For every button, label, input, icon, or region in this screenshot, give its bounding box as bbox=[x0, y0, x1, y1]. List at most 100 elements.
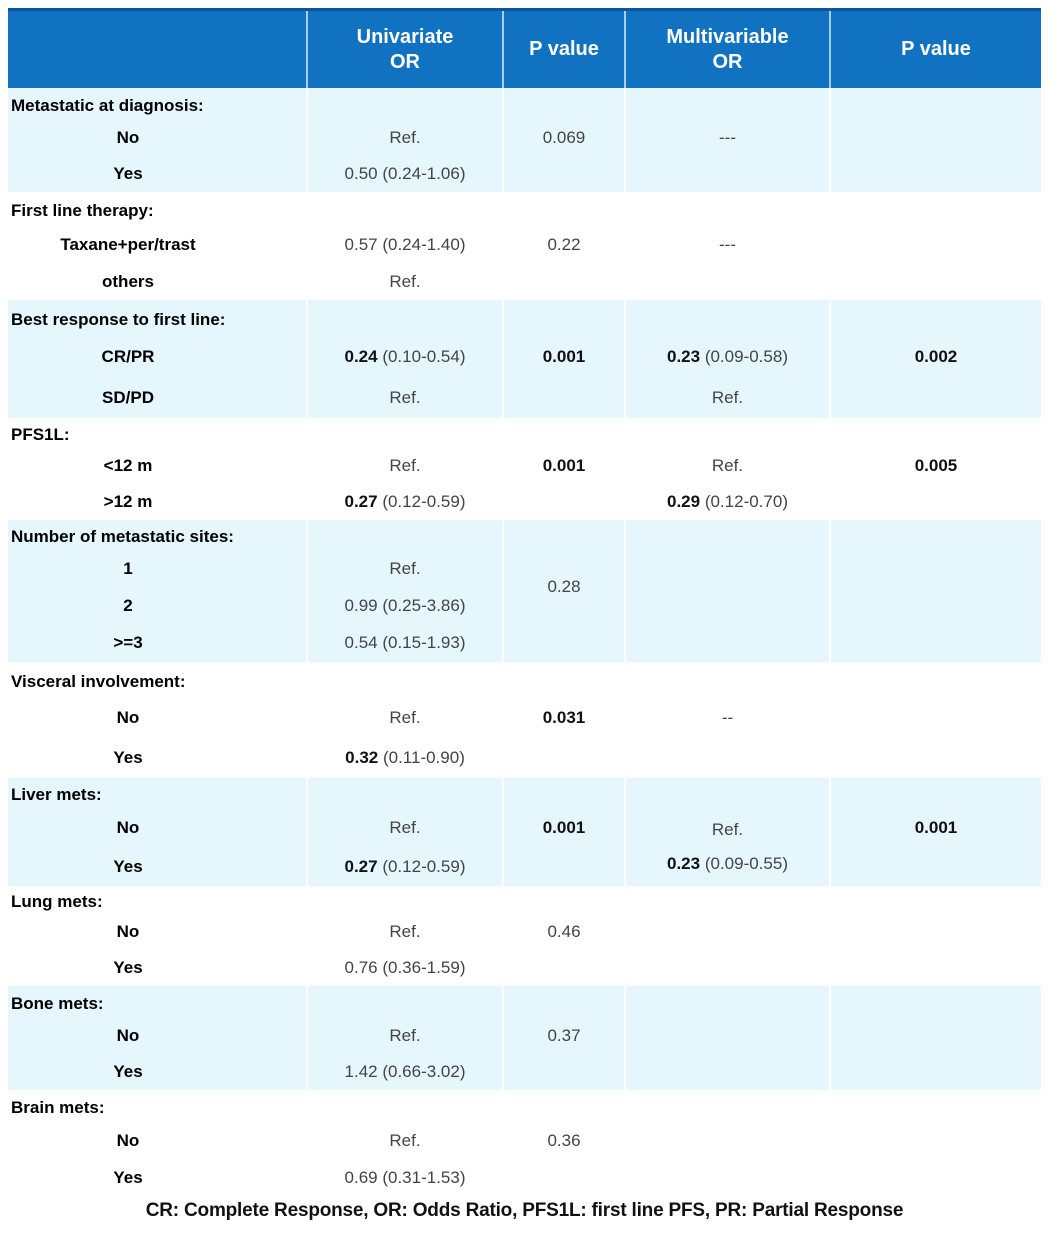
header-p-value-1: P value bbox=[502, 8, 625, 88]
table-row: CR/PR 0.24 (0.10-0.54) 0.001 0.23 (0.09-… bbox=[8, 336, 1041, 377]
p-value-cell bbox=[503, 624, 626, 662]
row-label: No bbox=[8, 808, 308, 847]
group-label: PFS1L: bbox=[8, 418, 308, 448]
p-value-cell: 0.46 bbox=[503, 914, 626, 950]
multivariable-or-cell: Ref. bbox=[625, 448, 831, 484]
p-value-cell bbox=[830, 1054, 1041, 1090]
univariate-or-cell: 0.99 (0.25-3.86) bbox=[307, 587, 504, 624]
row-label: Taxane+per/trast bbox=[8, 226, 308, 263]
p-value-cell bbox=[830, 377, 1041, 418]
table-row: others Ref. bbox=[8, 263, 1041, 300]
section-pfs1l: PFS1L: <12 m Ref. 0.001 Ref. 0.005 >12 m… bbox=[8, 418, 1041, 520]
multivariable-or-cell bbox=[625, 587, 831, 624]
group-label-row: Best response to first line: bbox=[8, 300, 1041, 336]
header-univariate-or: Univariate OR bbox=[306, 8, 503, 88]
p-value-cell bbox=[503, 484, 626, 520]
table-row: No Ref. 0.36 bbox=[8, 1122, 1041, 1159]
row-label: Yes bbox=[8, 1054, 308, 1090]
group-label-row: Metastatic at diagnosis: bbox=[8, 88, 1041, 120]
univariate-or-cell: Ref. bbox=[307, 1018, 504, 1054]
p-value-cell: 0.001 bbox=[503, 808, 626, 847]
row-label: <12 m bbox=[8, 448, 308, 484]
p-value-cell bbox=[830, 1122, 1041, 1159]
p-value-cell bbox=[830, 914, 1041, 950]
row-label: No bbox=[8, 1122, 308, 1159]
multivariable-or-cell: 0.29 (0.12-0.70) bbox=[625, 484, 831, 520]
row-label: No bbox=[8, 698, 308, 738]
group-label-row: PFS1L: bbox=[8, 418, 1041, 448]
table-row: Yes 0.27 (0.12-0.59) bbox=[8, 847, 1041, 886]
p-value-cell bbox=[503, 1159, 626, 1196]
table-row: <12 m Ref. 0.001 Ref. 0.005 bbox=[8, 448, 1041, 484]
header-row: Univariate OR P value Multivariable OR P v… bbox=[8, 8, 1041, 88]
multivariable-or-cell: --- bbox=[625, 120, 831, 156]
section-visceral-involvement: Visceral involvement: No Ref. 0.031 -- Y… bbox=[8, 662, 1041, 778]
p-value-cell: 0.031 bbox=[503, 698, 626, 738]
group-label: Brain mets: bbox=[8, 1090, 308, 1122]
group-label-row: Bone mets: bbox=[8, 986, 1041, 1018]
p-value-cell bbox=[830, 550, 1041, 587]
p-value-cell bbox=[830, 587, 1041, 624]
univariate-or-cell: Ref. bbox=[307, 120, 504, 156]
section-lung-mets: Lung mets: No Ref. 0.46 Yes 0.76 (0.36-1… bbox=[8, 886, 1041, 986]
header-multivariable-or: Multivariable OR bbox=[624, 8, 830, 88]
univariate-or-cell: 0.50 (0.24-1.06) bbox=[307, 156, 504, 192]
p-value-cell bbox=[503, 377, 626, 418]
abbreviations-footnote: CR: Complete Response, OR: Odds Ratio, P… bbox=[145, 1200, 904, 1221]
p-value-cell bbox=[830, 263, 1041, 300]
row-label: Yes bbox=[8, 847, 308, 886]
univariate-or-cell: 0.27 (0.12-0.59) bbox=[307, 484, 504, 520]
p-value-cell: 0.37 bbox=[503, 1018, 626, 1054]
group-label-row: Lung mets: bbox=[8, 886, 1041, 914]
table-row: 2 0.99 (0.25-3.86) bbox=[8, 587, 1041, 624]
univariate-or-cell: 0.76 (0.36-1.59) bbox=[307, 950, 504, 986]
row-label: >12 m bbox=[8, 484, 308, 520]
header-p-value-2: P value bbox=[829, 8, 1041, 88]
group-label: Lung mets: bbox=[8, 886, 308, 914]
univariate-or-cell: Ref. bbox=[307, 1122, 504, 1159]
univariate-or-cell: Ref. bbox=[307, 808, 504, 847]
row-label: No bbox=[8, 1018, 308, 1054]
section-bone-mets: Bone mets: No Ref. 0.37 Yes 1.42 (0.66-3… bbox=[8, 986, 1041, 1090]
univariate-or-cell: Ref. bbox=[307, 263, 504, 300]
p-value-cell bbox=[830, 698, 1041, 738]
multivariable-or-cell: 0.23 (0.09-0.58) bbox=[625, 336, 831, 377]
multivariable-or-cell bbox=[625, 950, 831, 986]
section-best-response: Best response to first line: CR/PR 0.24 … bbox=[8, 300, 1041, 418]
multivariable-or-cell bbox=[625, 738, 831, 778]
p-value-cell bbox=[830, 156, 1041, 192]
univariate-or-cell: 0.69 (0.31-1.53) bbox=[307, 1159, 504, 1196]
multivariable-or-cell bbox=[625, 550, 831, 587]
group-label: Metastatic at diagnosis: bbox=[8, 88, 308, 120]
row-label: >=3 bbox=[8, 624, 308, 662]
multivariable-or-cell: -- bbox=[625, 698, 831, 738]
p-value-cell bbox=[830, 1018, 1041, 1054]
univariate-or-cell: Ref. bbox=[307, 448, 504, 484]
group-label: Visceral involvement: bbox=[8, 662, 308, 698]
section-brain-mets: Brain mets: No Ref. 0.36 Yes 0.69 (0.31-… bbox=[8, 1090, 1041, 1196]
p-value-cell bbox=[503, 263, 626, 300]
multivariable-or-line: Ref. bbox=[711, 820, 744, 839]
p-value-cell bbox=[503, 1054, 626, 1090]
p-value-cell: 0.36 bbox=[503, 1122, 626, 1159]
multivariable-or-line: 0.23 (0.09-0.55) bbox=[667, 854, 788, 873]
group-label: Bone mets: bbox=[8, 986, 308, 1018]
row-label: Yes bbox=[8, 738, 308, 778]
table-row: No Ref. 0.031 -- bbox=[8, 698, 1041, 738]
group-label-row: Number of metastatic sites: bbox=[8, 520, 1041, 550]
p-value-cell: 0.22 bbox=[503, 226, 626, 263]
p-value-cell: 0.001 bbox=[503, 448, 626, 484]
univariate-or-cell: 0.32 (0.11-0.90) bbox=[307, 738, 504, 778]
group-label: Best response to first line: bbox=[8, 300, 308, 336]
p-value-cell bbox=[830, 847, 1041, 886]
univariate-or-cell: 0.54 (0.15-1.93) bbox=[307, 624, 504, 662]
p-value-cell: 0.28 bbox=[503, 550, 626, 624]
univariate-or-cell: Ref. bbox=[307, 550, 504, 587]
table-row: Taxane+per/trast 0.57 (0.24-1.40) 0.22 -… bbox=[8, 226, 1041, 263]
section-liver-mets: Liver mets: No Ref. 0.001 Ref. 0.23 (0.0… bbox=[8, 778, 1041, 886]
p-value-cell: 0.001 bbox=[503, 336, 626, 377]
univariate-or-cell: 0.27 (0.12-0.59) bbox=[307, 847, 504, 886]
table-row: 1 Ref. 0.28 bbox=[8, 550, 1041, 624]
group-label-row: Liver mets: bbox=[8, 778, 1041, 808]
